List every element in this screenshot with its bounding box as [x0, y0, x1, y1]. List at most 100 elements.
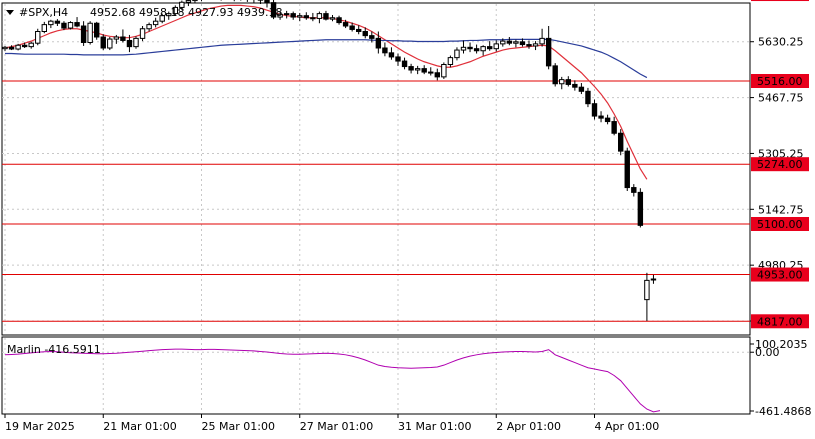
- candle-bear: [421, 68, 427, 73]
- candle-bull: [28, 42, 34, 48]
- candle-bull: [152, 20, 159, 26]
- candle-bull: [185, 0, 192, 3]
- level-label-bg: [751, 217, 809, 231]
- candlesticks: [2, 0, 657, 321]
- candle-bear: [8, 46, 15, 50]
- time-tick-label: 27 Mar 01:00: [300, 420, 373, 433]
- ohlc-values: 4952.68 4958.18 4927.93 4939.18: [90, 6, 282, 19]
- candle-bear: [506, 40, 513, 44]
- candle-bear: [80, 25, 87, 43]
- time-tick-label: 19 Mar 2025: [5, 420, 75, 433]
- candle-bear: [487, 46, 493, 50]
- candle-bull: [139, 28, 146, 39]
- candle-bear: [408, 66, 414, 71]
- time-tick-label: 2 Apr 01:00: [496, 420, 561, 433]
- candle-bull: [480, 46, 486, 52]
- candle-bull: [493, 43, 499, 50]
- candle-bull: [67, 22, 74, 29]
- candle-bear: [618, 132, 624, 152]
- price-tick-label: 5467.75: [758, 92, 804, 105]
- candle-bear: [362, 31, 368, 37]
- candle-bear: [356, 28, 362, 32]
- level-label-bg: [751, 0, 809, 2]
- candle-bull: [460, 46, 467, 51]
- candle-bear: [264, 0, 270, 4]
- candle-bear: [467, 46, 473, 50]
- candle-bear: [395, 56, 401, 62]
- candle-bull: [166, 13, 172, 17]
- candle-bull: [277, 13, 283, 18]
- candle-bear: [382, 47, 388, 54]
- candle-bear: [342, 22, 349, 27]
- candle-bull: [513, 41, 519, 44]
- symbol-label: #SPX,H4: [19, 6, 68, 19]
- candle-bull: [87, 22, 93, 43]
- candle-bull: [454, 49, 460, 59]
- indicator-plot-frame: [1, 336, 751, 415]
- candle-bear: [473, 48, 480, 52]
- candle-bull: [41, 24, 47, 32]
- candle-bear: [611, 121, 617, 134]
- candle-bear: [598, 115, 604, 119]
- candle-bull: [107, 38, 113, 49]
- candle-bear: [94, 22, 100, 38]
- indicator-tick-label: 0.00: [755, 346, 780, 359]
- level-label: 5274.00: [757, 158, 803, 171]
- candle-bear: [565, 79, 571, 85]
- candle-bull: [441, 64, 447, 78]
- candle-bull: [48, 20, 54, 26]
- candle-bull: [447, 57, 454, 65]
- time-tick-label: 25 Mar 01:00: [202, 420, 275, 433]
- candle-bear: [545, 37, 552, 67]
- level-label-bg: [751, 267, 809, 282]
- candle-bull: [146, 24, 152, 30]
- candle-bull: [539, 37, 545, 45]
- candle-bear: [290, 13, 296, 18]
- price-tick-label: 5630.25: [758, 36, 804, 49]
- candle-bull: [500, 40, 506, 45]
- candle-bull: [644, 279, 650, 301]
- chart-header: #SPX,H4 4952.68 4958.18 4927.93 4939.18: [6, 6, 282, 19]
- candle-bear: [591, 103, 598, 117]
- candle-bear: [578, 86, 585, 92]
- level-label: 5769.00: [757, 0, 803, 1]
- level-label-bg: [751, 314, 809, 329]
- candle-bull: [172, 6, 179, 15]
- candle-bull: [2, 46, 8, 50]
- candle-bear: [624, 150, 630, 189]
- dropdown-triangle-icon[interactable]: [6, 10, 14, 15]
- candle-bear: [54, 20, 61, 24]
- indicator-tick-label: -461.4868: [755, 405, 811, 418]
- candle-bull: [532, 43, 539, 47]
- candle-bear: [369, 35, 375, 39]
- candle-bear: [61, 22, 67, 29]
- candle-bear: [428, 71, 434, 74]
- marlin-line: [4, 348, 661, 413]
- candle-bear: [270, 2, 277, 18]
- time-tick-label: 31 Mar 01:00: [398, 420, 471, 433]
- candle-bear: [650, 278, 657, 281]
- candle-bear: [604, 117, 611, 123]
- candle-bear: [349, 25, 355, 30]
- level-label: 4953.00: [757, 269, 803, 282]
- candle-bear: [303, 15, 310, 19]
- candle-bear: [631, 187, 637, 193]
- candle-bull: [283, 13, 290, 16]
- indicator-title: Marlin -416.5911: [7, 343, 101, 356]
- candle-bear: [126, 39, 133, 48]
- candle-bear: [519, 41, 526, 46]
- level-label: 5100.00: [757, 218, 803, 231]
- candle-bear: [336, 17, 342, 24]
- candle-bull: [15, 44, 21, 50]
- candle-bull: [329, 17, 336, 20]
- candle-bear: [434, 72, 441, 78]
- candle-bear: [21, 44, 28, 48]
- candle-bull: [559, 79, 565, 85]
- level-label: 4817.00: [757, 315, 803, 328]
- price-tick-label: 5142.75: [758, 203, 804, 216]
- candle-bear: [74, 22, 80, 27]
- candle-bull: [113, 36, 120, 40]
- level-label-bg: [751, 74, 809, 88]
- candle-bull: [159, 15, 165, 22]
